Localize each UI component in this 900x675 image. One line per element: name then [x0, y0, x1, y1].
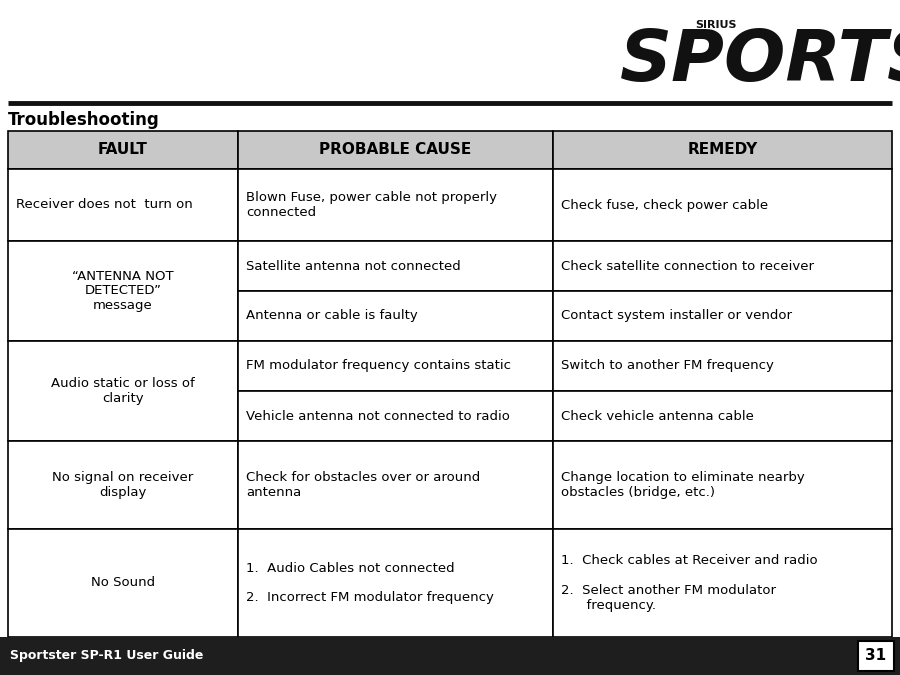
Bar — [8, 341, 238, 441]
Text: 1.  Audio Cables not connected

2.  Incorrect FM modulator frequency: 1. Audio Cables not connected 2. Incorre… — [246, 562, 494, 605]
Text: Check for obstacles over or around
antenna: Check for obstacles over or around anten… — [246, 471, 481, 499]
Text: Vehicle antenna not connected to radio: Vehicle antenna not connected to radio — [246, 410, 510, 423]
Text: SIRIUS: SIRIUS — [695, 20, 736, 30]
Bar — [8, 529, 238, 637]
Text: Check vehicle antenna cable: Check vehicle antenna cable — [561, 410, 754, 423]
Text: SPORTSTER: SPORTSTER — [620, 27, 900, 96]
Bar — [8, 441, 238, 529]
Bar — [8, 131, 238, 169]
Bar — [8, 169, 238, 241]
Bar — [553, 241, 892, 291]
Bar — [553, 291, 892, 341]
Text: No Sound: No Sound — [91, 576, 155, 589]
Bar — [553, 441, 892, 529]
Text: Switch to another FM frequency: Switch to another FM frequency — [561, 360, 774, 373]
Bar — [553, 391, 892, 441]
Bar — [8, 241, 238, 341]
Bar — [238, 131, 553, 169]
Text: Change location to eliminate nearby
obstacles (bridge, etc.): Change location to eliminate nearby obst… — [561, 471, 805, 499]
Text: Contact system installer or vendor: Contact system installer or vendor — [561, 310, 792, 323]
Text: Sportster SP-R1 User Guide: Sportster SP-R1 User Guide — [10, 649, 203, 662]
Bar — [238, 241, 553, 291]
Text: Audio static or loss of
clarity: Audio static or loss of clarity — [51, 377, 195, 405]
Bar — [238, 291, 553, 341]
Bar — [553, 529, 892, 637]
Text: Check fuse, check power cable: Check fuse, check power cable — [561, 198, 768, 211]
Bar — [553, 169, 892, 241]
Text: FAULT: FAULT — [98, 142, 148, 157]
Text: Satellite antenna not connected: Satellite antenna not connected — [246, 259, 461, 273]
Text: “ANTENNA NOT
DETECTED”
message: “ANTENNA NOT DETECTED” message — [72, 269, 174, 313]
Bar — [238, 169, 553, 241]
Text: Receiver does not  turn on: Receiver does not turn on — [16, 198, 193, 211]
Bar — [858, 641, 894, 671]
Bar — [553, 341, 892, 391]
Text: 31: 31 — [866, 649, 886, 664]
Bar — [0, 637, 900, 675]
Bar — [238, 529, 553, 637]
Text: REMEDY: REMEDY — [688, 142, 758, 157]
Bar — [238, 391, 553, 441]
Text: Blown Fuse, power cable not properly
connected: Blown Fuse, power cable not properly con… — [246, 191, 497, 219]
Text: 1.  Check cables at Receiver and radio

2.  Select another FM modulator
      fr: 1. Check cables at Receiver and radio 2.… — [561, 554, 817, 612]
Bar — [238, 441, 553, 529]
Text: No signal on receiver
display: No signal on receiver display — [52, 471, 194, 499]
Text: Antenna or cable is faulty: Antenna or cable is faulty — [246, 310, 418, 323]
Text: FM modulator frequency contains static: FM modulator frequency contains static — [246, 360, 511, 373]
Text: Check satellite connection to receiver: Check satellite connection to receiver — [561, 259, 814, 273]
Text: Troubleshooting: Troubleshooting — [8, 111, 160, 129]
Text: PROBABLE CAUSE: PROBABLE CAUSE — [320, 142, 472, 157]
Bar — [553, 131, 892, 169]
Bar — [238, 341, 553, 391]
